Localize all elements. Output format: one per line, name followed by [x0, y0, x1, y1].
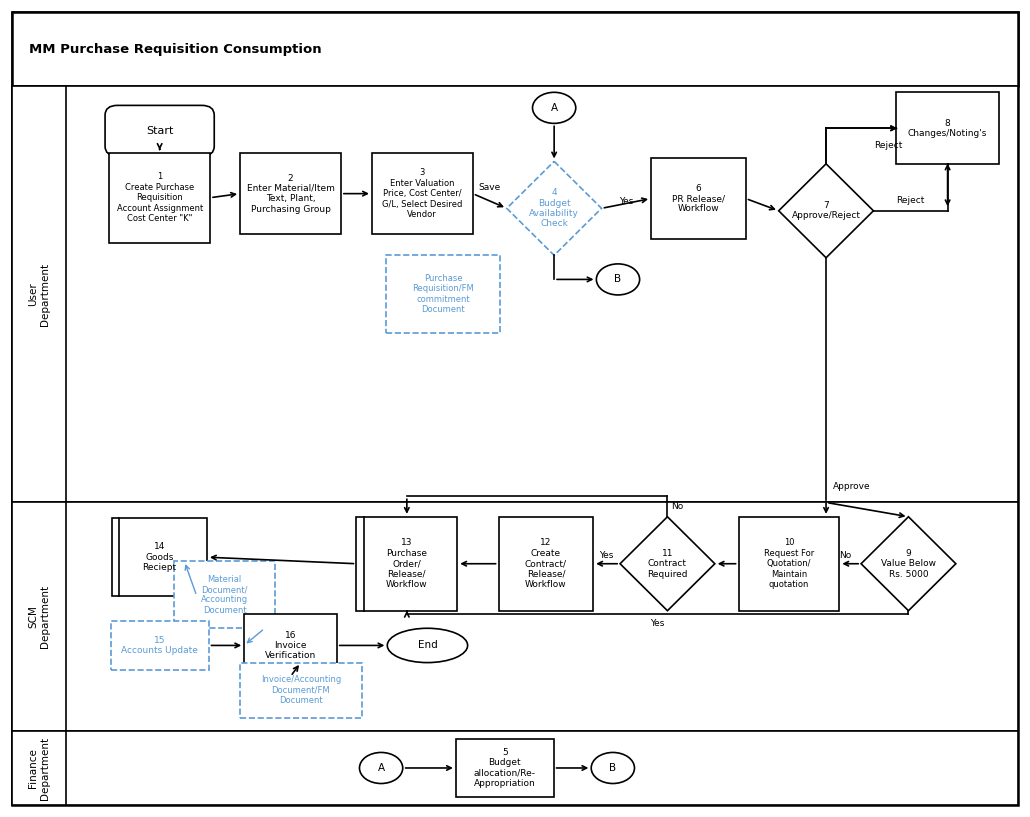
FancyBboxPatch shape [12, 12, 1018, 86]
FancyBboxPatch shape [240, 153, 341, 234]
Text: A: A [378, 763, 384, 773]
Text: 3
Enter Valuation
Price, Cost Center/
G/L, Select Desired
Vendor: 3 Enter Valuation Price, Cost Center/ G/… [382, 168, 462, 219]
Text: Purchase
Requisition/FM
commitment
Document: Purchase Requisition/FM commitment Docum… [412, 274, 474, 315]
FancyBboxPatch shape [372, 153, 473, 234]
Ellipse shape [591, 752, 634, 784]
FancyBboxPatch shape [244, 614, 337, 676]
Text: 2
Enter Material/Item
Text, Plant,
Purchasing Group: 2 Enter Material/Item Text, Plant, Purch… [246, 173, 335, 214]
FancyBboxPatch shape [12, 86, 66, 502]
Text: 7
Approve/Reject: 7 Approve/Reject [792, 201, 860, 221]
Polygon shape [620, 517, 715, 611]
Text: 12
Create
Contract/
Release/
Workflow: 12 Create Contract/ Release/ Workflow [525, 538, 566, 589]
Text: End: End [417, 641, 438, 650]
FancyBboxPatch shape [112, 518, 207, 596]
Text: 4
Budget
Availability
Check: 4 Budget Availability Check [529, 188, 579, 229]
Text: 15
Accounts Update: 15 Accounts Update [122, 636, 198, 655]
Text: 1
Create Purchase
Requisition
Account Assignment
Cost Center "K": 1 Create Purchase Requisition Account As… [116, 172, 203, 223]
Ellipse shape [533, 92, 576, 123]
Text: Finance
Department: Finance Department [29, 736, 49, 800]
Ellipse shape [387, 628, 468, 663]
FancyBboxPatch shape [499, 517, 593, 611]
FancyBboxPatch shape [105, 105, 214, 156]
Text: 9
Value Below
Rs. 5000: 9 Value Below Rs. 5000 [881, 549, 936, 578]
FancyBboxPatch shape [12, 502, 1018, 731]
FancyBboxPatch shape [651, 158, 746, 239]
FancyBboxPatch shape [12, 86, 1018, 502]
FancyBboxPatch shape [356, 517, 457, 611]
FancyBboxPatch shape [110, 621, 208, 670]
Text: 13
Purchase
Order/
Release/
Workflow: 13 Purchase Order/ Release/ Workflow [386, 538, 427, 589]
Text: Invoice/Accounting
Document/FM
Document: Invoice/Accounting Document/FM Document [261, 676, 341, 705]
Text: SCM
Department: SCM Department [29, 585, 49, 649]
FancyBboxPatch shape [739, 517, 839, 611]
Text: 8
Changes/Noting's: 8 Changes/Noting's [907, 118, 988, 138]
FancyBboxPatch shape [240, 663, 362, 718]
FancyBboxPatch shape [386, 256, 500, 333]
Text: 5
Budget
allocation/Re-
Appropriation: 5 Budget allocation/Re- Appropriation [474, 748, 536, 788]
FancyBboxPatch shape [455, 739, 554, 797]
Text: Yes: Yes [619, 197, 633, 207]
FancyBboxPatch shape [174, 561, 275, 628]
Text: 10
Request For
Quotation/
Maintain
quotation: 10 Request For Quotation/ Maintain quota… [764, 538, 814, 589]
Text: B: B [610, 763, 616, 773]
FancyBboxPatch shape [12, 731, 1018, 805]
FancyBboxPatch shape [12, 502, 66, 731]
Text: 14
Goods
Reciept: 14 Goods Reciept [142, 542, 177, 572]
Polygon shape [507, 162, 602, 256]
Text: Reject: Reject [873, 141, 902, 150]
Text: A: A [551, 103, 557, 113]
Text: Yes: Yes [599, 551, 614, 560]
Text: No: No [672, 502, 684, 511]
FancyBboxPatch shape [896, 92, 999, 164]
Text: MM Purchase Requisition Consumption: MM Purchase Requisition Consumption [29, 42, 321, 56]
Text: Yes: Yes [651, 619, 664, 628]
Text: Approve: Approve [833, 481, 870, 491]
Text: Start: Start [146, 126, 173, 136]
FancyBboxPatch shape [12, 12, 1018, 805]
Text: 16
Invoice
Verification: 16 Invoice Verification [265, 631, 316, 660]
Text: 11
Contract
Required: 11 Contract Required [647, 549, 688, 578]
FancyBboxPatch shape [109, 153, 210, 243]
FancyBboxPatch shape [12, 731, 66, 805]
Text: No: No [839, 551, 851, 560]
Text: 6
PR Release/
Workflow: 6 PR Release/ Workflow [672, 184, 725, 213]
Polygon shape [861, 517, 956, 611]
Text: Reject: Reject [896, 196, 925, 206]
Text: B: B [615, 275, 621, 284]
Ellipse shape [359, 752, 403, 784]
Text: Material
Document/
Accounting
Document: Material Document/ Accounting Document [201, 574, 248, 615]
Text: User
Department: User Department [29, 262, 49, 326]
Text: Save: Save [479, 182, 501, 192]
Ellipse shape [596, 264, 640, 295]
Polygon shape [779, 163, 873, 258]
